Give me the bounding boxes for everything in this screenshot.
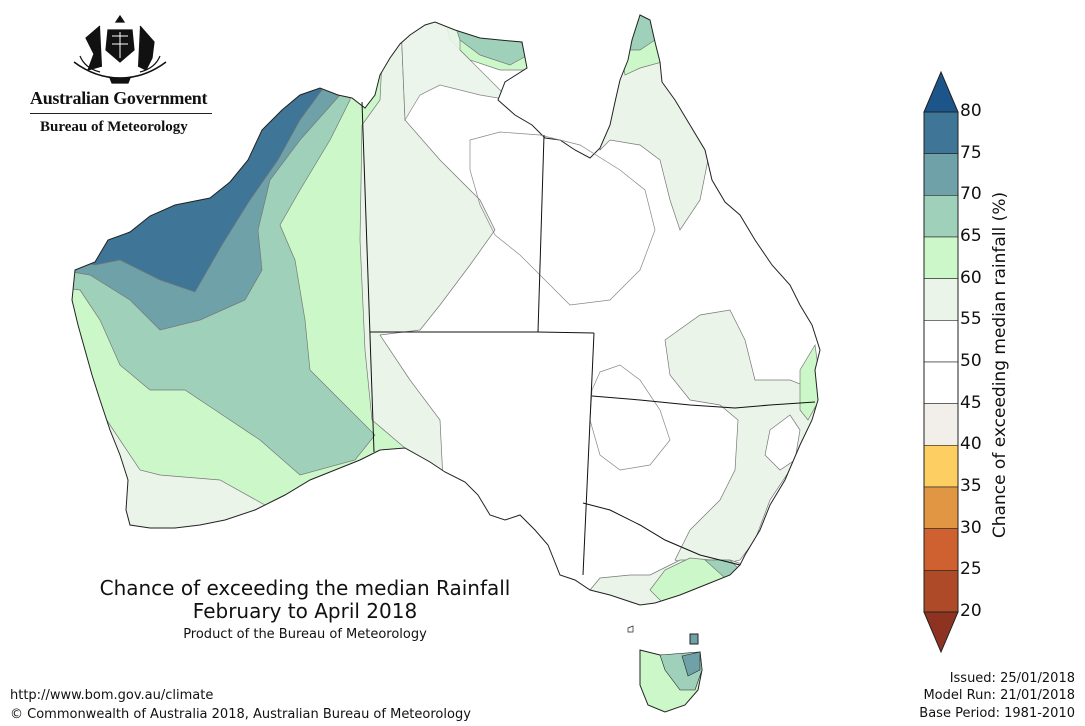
colorbar-bin-65-70 [923,195,959,238]
issued-date: Issued: 25/01/2018 [949,671,1075,686]
colorbar-tick-20: 20 [960,601,982,621]
colorbar-bin-35-40 [923,445,959,488]
colorbar-tick-40: 40 [960,434,982,455]
map-title: Chance of exceeding the median Rainfall [99,576,511,600]
colorbar-bin-40-45 [923,403,959,446]
colorbar-bin-55-60 [923,278,959,321]
colorbar-tick-80: 80 [960,101,982,121]
colorbar-under-triangle [923,611,959,654]
colorbar-bin-60-65 [923,236,959,279]
climate-url-link[interactable]: http://www.bom.gov.au/climate [10,688,214,703]
colorbar-tick-75: 75 [960,142,982,163]
colorbar-tick-70: 70 [960,184,982,205]
colorbar [923,70,959,654]
colorbar-bin-25-30 [923,528,959,571]
colorbar-tick-25: 25 [960,559,982,580]
colorbar-tick-50: 50 [960,351,982,371]
colorbar-bin-70-75 [923,153,959,196]
colorbar-bin-20-25 [923,570,959,613]
coat-of-arms-logo [73,14,167,84]
map-period: February to April 2018 [192,599,418,623]
copyright-notice: © Commonwealth of Australia 2018, Austra… [10,707,471,722]
colorbar-bin-30-35 [923,486,959,529]
model-run-date: Model Run: 21/01/2018 [923,688,1075,703]
colorbar-title: Chance of exceeding median rainfall (%) [990,191,1010,539]
colorbar-tick-65: 65 [960,226,982,246]
agency-name: Bureau of Meteorology [40,119,188,135]
colorbar-tick-35: 35 [960,476,982,496]
colorbar-over-triangle [923,70,959,113]
base-period: Base Period: 1981-2010 [919,706,1075,721]
map-subtitle: Product of the Bureau of Meteorology [183,627,427,642]
colorbar-tick-45: 45 [960,392,982,413]
colorbar-bin-75-80 [923,111,959,154]
colorbar-tick-55: 55 [960,309,982,330]
header-divider [30,113,212,114]
colorbar-tick-30: 30 [960,517,982,538]
colorbar-tick-60: 60 [960,267,982,288]
colorbar-bin-50-55 [923,320,959,363]
government-name: Australian Government [30,88,208,108]
colorbar-bin-45-50 [923,361,959,404]
